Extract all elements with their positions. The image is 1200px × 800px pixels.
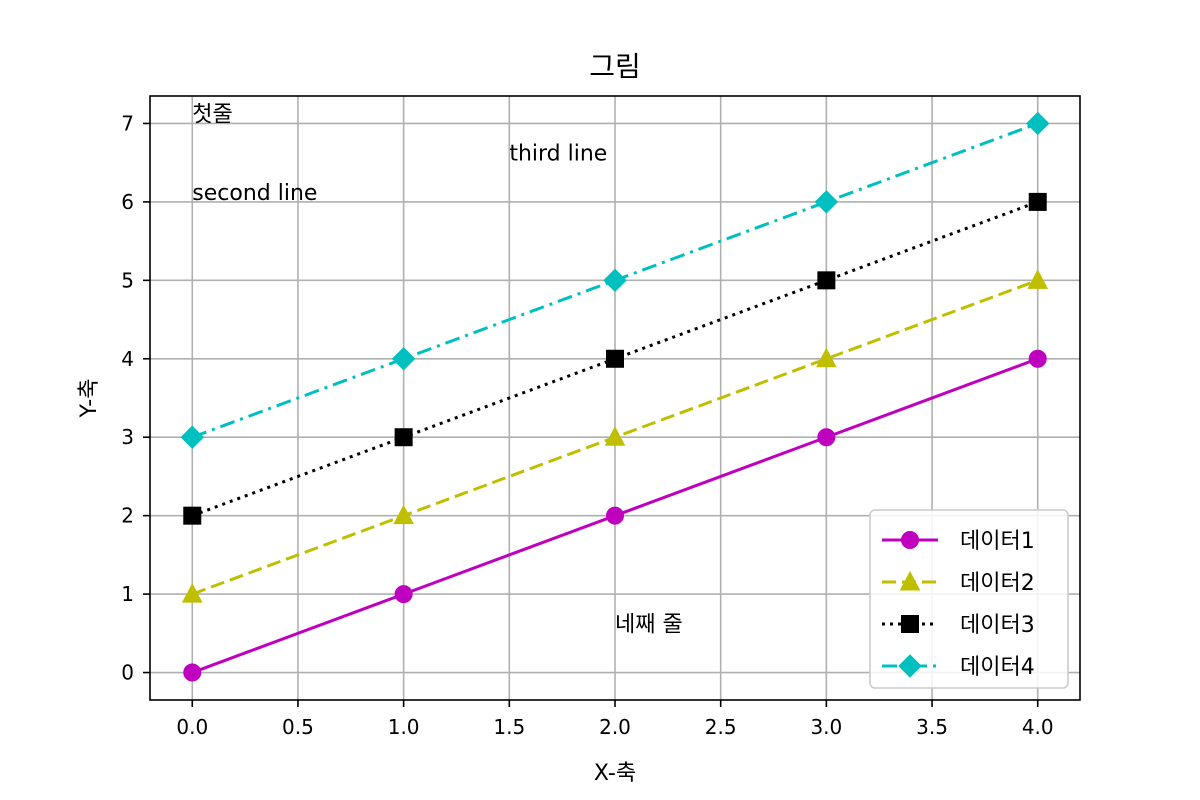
- data-point-triangle: [816, 347, 837, 368]
- annotation-text: third line: [509, 142, 607, 167]
- annotation-text: 첫줄: [192, 102, 232, 127]
- y-tick-label: 3: [121, 425, 134, 449]
- legend-marker-diamond: [898, 654, 922, 678]
- data-point-diamond: [180, 425, 204, 449]
- x-tick-label: 2.5: [705, 715, 737, 739]
- y-tick-label: 1: [121, 582, 134, 606]
- legend-entry: 데이터2: [882, 570, 1035, 596]
- legend-entry: 데이터4: [882, 654, 1035, 680]
- data-point-circle: [1028, 349, 1047, 368]
- x-tick-label: 0.0: [176, 715, 208, 739]
- y-tick-label: 0: [121, 661, 134, 685]
- data-point-circle: [817, 428, 836, 447]
- series-3: [183, 192, 1047, 525]
- x-tick-label: 0.5: [282, 715, 314, 739]
- legend-label: 데이터3: [960, 613, 1035, 638]
- y-tick-label: 7: [121, 111, 134, 135]
- y-tick-label: 2: [121, 504, 134, 528]
- series-group: [180, 111, 1050, 682]
- axis-ticks: 0.0 0.5 1.0 1.5 2.0 2.5 3.0 3.5 4.0 0 1 2 3 4 5 6 7: [121, 111, 1053, 739]
- y-tick-label: 6: [121, 190, 134, 214]
- x-tick-label: 3.0: [810, 715, 842, 739]
- legend: 데이터1 데이터2 데이터3 데이터4: [869, 509, 1069, 689]
- data-point-square: [1028, 192, 1047, 211]
- data-point-triangle: [393, 504, 414, 525]
- x-tick-label: 1.5: [493, 715, 525, 739]
- annotation-text: 네째 줄: [615, 612, 683, 637]
- legend-label: 데이터1: [960, 529, 1035, 554]
- data-point-circle: [394, 585, 413, 604]
- data-point-square: [606, 349, 624, 368]
- legend-entry: 데이터1: [882, 529, 1035, 554]
- x-tick-label: 4.0: [1022, 715, 1054, 739]
- legend-label: 데이터2: [960, 571, 1035, 596]
- x-tick-label: 2.0: [599, 715, 631, 739]
- annotation-group: 첫줄 second line third line 네째 줄: [192, 102, 682, 637]
- data-point-square: [394, 428, 413, 447]
- legend-marker-circle: [901, 531, 919, 549]
- legend-entry: 데이터3: [882, 613, 1035, 638]
- chart-title: 그림: [589, 50, 641, 83]
- data-point-square: [817, 271, 836, 290]
- data-point-triangle: [1027, 269, 1049, 289]
- series-1: [183, 349, 1047, 682]
- y-tick-label: 4: [121, 347, 134, 371]
- data-point-square: [183, 506, 202, 525]
- x-tick-label: 1.0: [388, 715, 420, 739]
- data-point-diamond: [603, 268, 627, 293]
- data-point-diamond: [814, 190, 839, 214]
- data-point-circle: [606, 506, 624, 525]
- data-point-circle: [183, 663, 202, 682]
- annotation-text: second line: [192, 181, 317, 206]
- legend-marker-square: [901, 615, 919, 633]
- data-point-diamond: [1026, 111, 1050, 136]
- y-axis-label: Y-축: [77, 378, 102, 418]
- series-2: [181, 269, 1049, 603]
- data-point-diamond: [391, 347, 416, 371]
- legend-box: [869, 509, 1069, 689]
- legend-label: 데이터4: [960, 655, 1035, 680]
- data-point-triangle: [604, 426, 626, 446]
- legend-marker-triangle: [899, 570, 921, 591]
- series-4: [180, 111, 1050, 449]
- y-tick-label: 5: [121, 268, 134, 292]
- data-point-triangle: [181, 583, 203, 603]
- x-tick-label: 3.5: [916, 715, 948, 739]
- x-axis-label: X-축: [594, 761, 636, 786]
